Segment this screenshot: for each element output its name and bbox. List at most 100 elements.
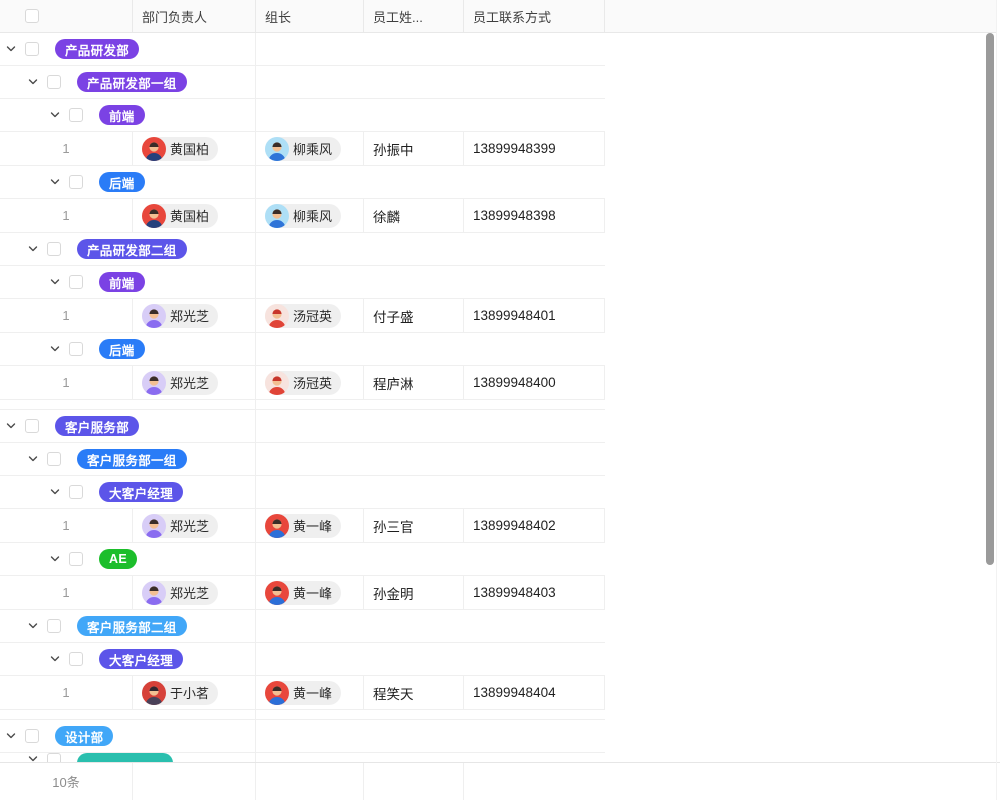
department-head-cell[interactable]: 郑光芝 [133,366,256,399]
tree-cell[interactable]: 客户服务部 [0,410,256,442]
expand-chevron-icon[interactable] [27,620,39,632]
group-leader-cell[interactable]: 汤冠英 [256,299,364,332]
row-checkbox[interactable] [25,42,39,56]
row-checkbox[interactable] [47,242,61,256]
person-chip: 黄国柏 [142,203,219,228]
expand-chevron-icon[interactable] [49,553,61,565]
row-checkbox[interactable] [69,652,83,666]
tree-cell[interactable]: 前端 [0,99,256,131]
expand-chevron-icon[interactable] [49,109,61,121]
row-checkbox[interactable] [69,175,83,189]
expand-chevron-icon[interactable] [49,176,61,188]
record-count: 10条 [52,775,80,790]
tree-badge[interactable]: 大客户经理 [99,482,184,502]
tree-cell[interactable]: AE [0,543,256,575]
expand-chevron-icon[interactable] [49,343,61,355]
phone-cell[interactable]: 13899948403 [464,576,605,609]
row-checkbox[interactable] [69,342,83,356]
expand-chevron-icon[interactable] [49,486,61,498]
row-checkbox[interactable] [47,619,61,633]
tree-cell[interactable]: 后端 [0,333,256,365]
employee-name-cell[interactable]: 孙金明 [364,576,464,609]
group-leader-cell[interactable]: 柳乘风 [256,132,364,165]
tree-cell[interactable]: 客户服务部一组 [0,443,256,475]
expand-chevron-icon[interactable] [49,653,61,665]
department-head-cell[interactable]: 于小茗 [133,676,256,709]
employee-name-cell[interactable]: 孙三官 [364,509,464,542]
row-checkbox[interactable] [47,452,61,466]
department-head-cell[interactable]: 郑光芝 [133,576,256,609]
department-head-cell[interactable]: 黄国柏 [133,199,256,232]
employee-name-cell[interactable]: 付子盛 [364,299,464,332]
phone-cell[interactable]: 13899948404 [464,676,605,709]
tree-badge[interactable]: 前端 [99,272,145,292]
expand-chevron-icon[interactable] [49,276,61,288]
group-leader-cell[interactable]: 汤冠英 [256,366,364,399]
tree-cell[interactable]: 客户服务部二组 [0,610,256,642]
group-leader-cell[interactable]: 黄一峰 [256,676,364,709]
tree-cell[interactable]: 前端 [0,266,256,298]
tree-badge[interactable]: 客户服务部二组 [77,616,187,636]
tree-cell[interactable]: 大客户经理 [0,643,256,675]
tree-badge[interactable]: 设计部 [55,726,114,746]
spacer-row [0,710,605,720]
phone-cell[interactable]: 13899948402 [464,509,605,542]
tree-row: 设计部 [0,720,605,753]
header-cell-phone[interactable]: 员工联系方式 [464,0,605,32]
employee-name-cell[interactable]: 徐麟 [364,199,464,232]
header-cell-department-head[interactable]: 部门负责人 [133,0,256,32]
expand-chevron-icon[interactable] [27,753,39,765]
group-leader-cell[interactable]: 黄一峰 [256,509,364,542]
expand-chevron-icon[interactable] [5,43,17,55]
expand-chevron-icon[interactable] [5,730,17,742]
row-checkbox[interactable] [69,275,83,289]
header-cell-employee-name[interactable]: 员工姓... [364,0,464,32]
row-checkbox[interactable] [47,75,61,89]
row-checkbox[interactable] [69,552,83,566]
row-filler [256,543,605,575]
tree-cell[interactable]: 大客户经理 [0,476,256,508]
tree-badge[interactable]: 产品研发部二组 [77,239,187,259]
row-checkbox[interactable] [25,729,39,743]
phone-cell[interactable]: 13899948400 [464,366,605,399]
tree-badge[interactable]: 产品研发部一组 [77,72,187,92]
expand-chevron-icon[interactable] [27,76,39,88]
tree-cell[interactable]: 设计部 [0,720,256,752]
phone-cell[interactable]: 13899948401 [464,299,605,332]
group-leader-cell[interactable]: 柳乘风 [256,199,364,232]
header-cell-group-leader[interactable]: 组长 [256,0,364,32]
employee-name-cell[interactable]: 程笑天 [364,676,464,709]
expand-chevron-icon[interactable] [27,453,39,465]
tree-badge[interactable]: 产品研发部 [55,39,140,59]
department-head-cell[interactable]: 郑光芝 [133,509,256,542]
row-checkbox[interactable] [69,108,83,122]
employee-name-cell[interactable]: 孙振中 [364,132,464,165]
tree-badge[interactable]: AE [99,549,137,569]
employee-name-cell[interactable]: 程庐淋 [364,366,464,399]
tree-cell[interactable]: 后端 [0,166,256,198]
department-head-cell[interactable]: 黄国柏 [133,132,256,165]
person-name: 黄一峰 [293,519,333,534]
tree-badge[interactable]: 大客户经理 [99,649,184,669]
tree-row: 产品研发部一组 [0,66,605,99]
tree-badge[interactable]: 前端 [99,105,145,125]
tree-badge[interactable]: 后端 [99,172,145,192]
tree-badge[interactable]: 客户服务部一组 [77,449,187,469]
phone-cell[interactable]: 13899948399 [464,132,605,165]
tree-cell[interactable]: 产品研发部 [0,33,256,65]
phone-number: 13899948402 [473,518,556,533]
group-leader-cell[interactable]: 黄一峰 [256,576,364,609]
row-checkbox[interactable] [25,419,39,433]
row-checkbox[interactable] [69,485,83,499]
tree-badge[interactable]: 后端 [99,339,145,359]
tree-cell[interactable]: 产品研发部一组 [0,66,256,98]
expand-chevron-icon[interactable] [27,243,39,255]
select-all-checkbox[interactable] [25,9,39,23]
department-head-cell[interactable]: 郑光芝 [133,299,256,332]
tree-cell[interactable]: 产品研发部二组 [0,233,256,265]
tree-badge[interactable]: 客户服务部 [55,416,140,436]
phone-cell[interactable]: 13899948398 [464,199,605,232]
vertical-scrollbar[interactable] [986,33,994,565]
expand-chevron-icon[interactable] [5,420,17,432]
row-index: 1 [62,141,70,156]
